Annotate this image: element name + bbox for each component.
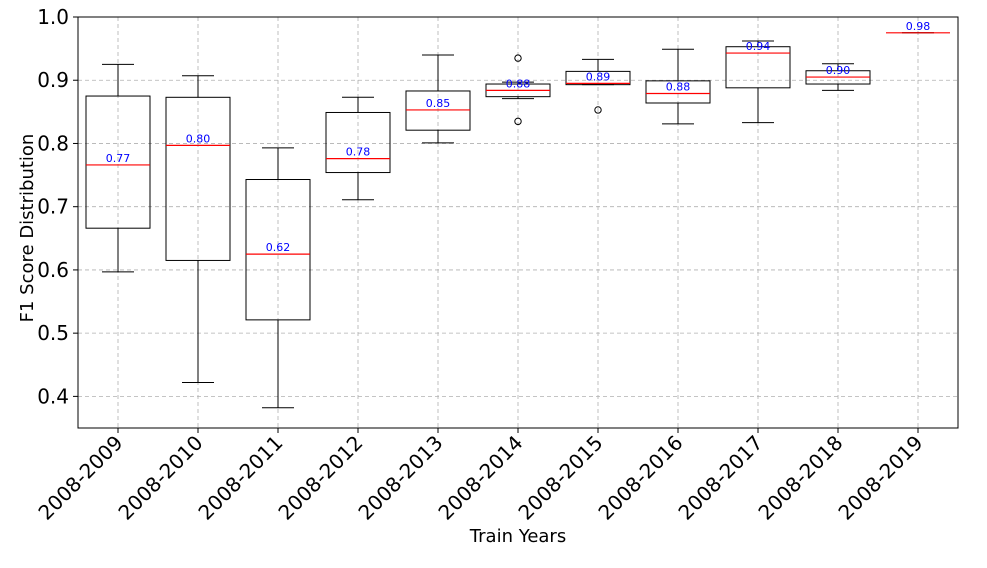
x-tick-label: 2008-2011 xyxy=(193,431,287,525)
median-label: 0.90 xyxy=(826,64,851,77)
box-iqr xyxy=(565,70,631,86)
box-group-2008-2015: 0.89 xyxy=(565,58,631,114)
y-tick-label: 1.0 xyxy=(37,5,69,29)
box-iqr xyxy=(165,96,231,261)
y-tick-label: 0.4 xyxy=(37,384,69,408)
box-group-2008-2017: 0.94 xyxy=(725,40,791,124)
x-tick-label: 2008-2012 xyxy=(273,431,367,525)
median-label: 0.62 xyxy=(266,241,291,254)
x-tick-label: 2008-2018 xyxy=(753,431,847,525)
box-group-2008-2016: 0.88 xyxy=(645,48,711,125)
x-tick-label: 2008-2014 xyxy=(433,431,527,525)
box-iqr xyxy=(405,90,471,131)
median-label: 0.77 xyxy=(106,152,131,165)
box-iqr xyxy=(245,179,311,321)
axis-layer: 0.40.50.60.70.80.91.02008-20092008-20102… xyxy=(33,5,927,525)
box-group-2008-2009: 0.77 xyxy=(85,63,151,273)
median-label: 0.78 xyxy=(346,146,371,159)
outlier-point xyxy=(514,54,522,62)
x-tick-label: 2008-2009 xyxy=(33,431,127,525)
outlier-point xyxy=(514,117,522,126)
plot-frame xyxy=(77,16,959,429)
outlier-point xyxy=(594,106,602,114)
median-label: 0.88 xyxy=(506,77,531,90)
box-group-2008-2019: 0.98 xyxy=(886,20,950,34)
box-iqr xyxy=(645,80,711,104)
x-tick-label: 2008-2017 xyxy=(673,431,767,525)
y-tick-label: 0.5 xyxy=(37,321,69,345)
box-group-2008-2014: 0.88 xyxy=(485,54,551,126)
median-label: 0.89 xyxy=(586,70,611,83)
x-axis-label: Train Years xyxy=(469,526,566,547)
median-label: 0.80 xyxy=(186,132,211,145)
box-group-2008-2018: 0.90 xyxy=(805,63,871,91)
box-group-2008-2011: 0.62 xyxy=(245,147,311,409)
median-label: 0.94 xyxy=(746,40,771,53)
box-iqr xyxy=(85,95,151,229)
box-group-2008-2013: 0.85 xyxy=(405,54,471,144)
x-tick-label: 2008-2010 xyxy=(113,431,207,525)
x-tick-label: 2008-2013 xyxy=(353,431,447,525)
box-group-2008-2012: 0.78 xyxy=(325,96,391,201)
box-iqr xyxy=(725,46,791,89)
x-tick-label: 2008-2015 xyxy=(513,431,607,525)
x-tick-label: 2008-2016 xyxy=(593,431,687,525)
y-tick-label: 0.9 xyxy=(37,68,69,92)
y-tick-label: 0.7 xyxy=(37,195,69,219)
y-tick-label: 0.8 xyxy=(37,131,69,155)
median-label: 0.85 xyxy=(426,97,451,110)
box-iqr xyxy=(325,111,391,174)
median-label: 0.88 xyxy=(666,81,691,94)
grid-layer xyxy=(78,16,958,428)
y-axis-label: F1 Score Distribution xyxy=(17,134,38,323)
box-layer: 0.77 0.80 0.62 0.78 0.85 0.88 0.89 0.88 0.94 0.90… xyxy=(85,20,950,409)
box-group-2008-2010: 0.80 xyxy=(165,75,231,383)
median-label: 0.98 xyxy=(906,20,931,33)
x-tick-label: 2008-2019 xyxy=(833,431,927,525)
y-tick-label: 0.6 xyxy=(37,258,69,282)
